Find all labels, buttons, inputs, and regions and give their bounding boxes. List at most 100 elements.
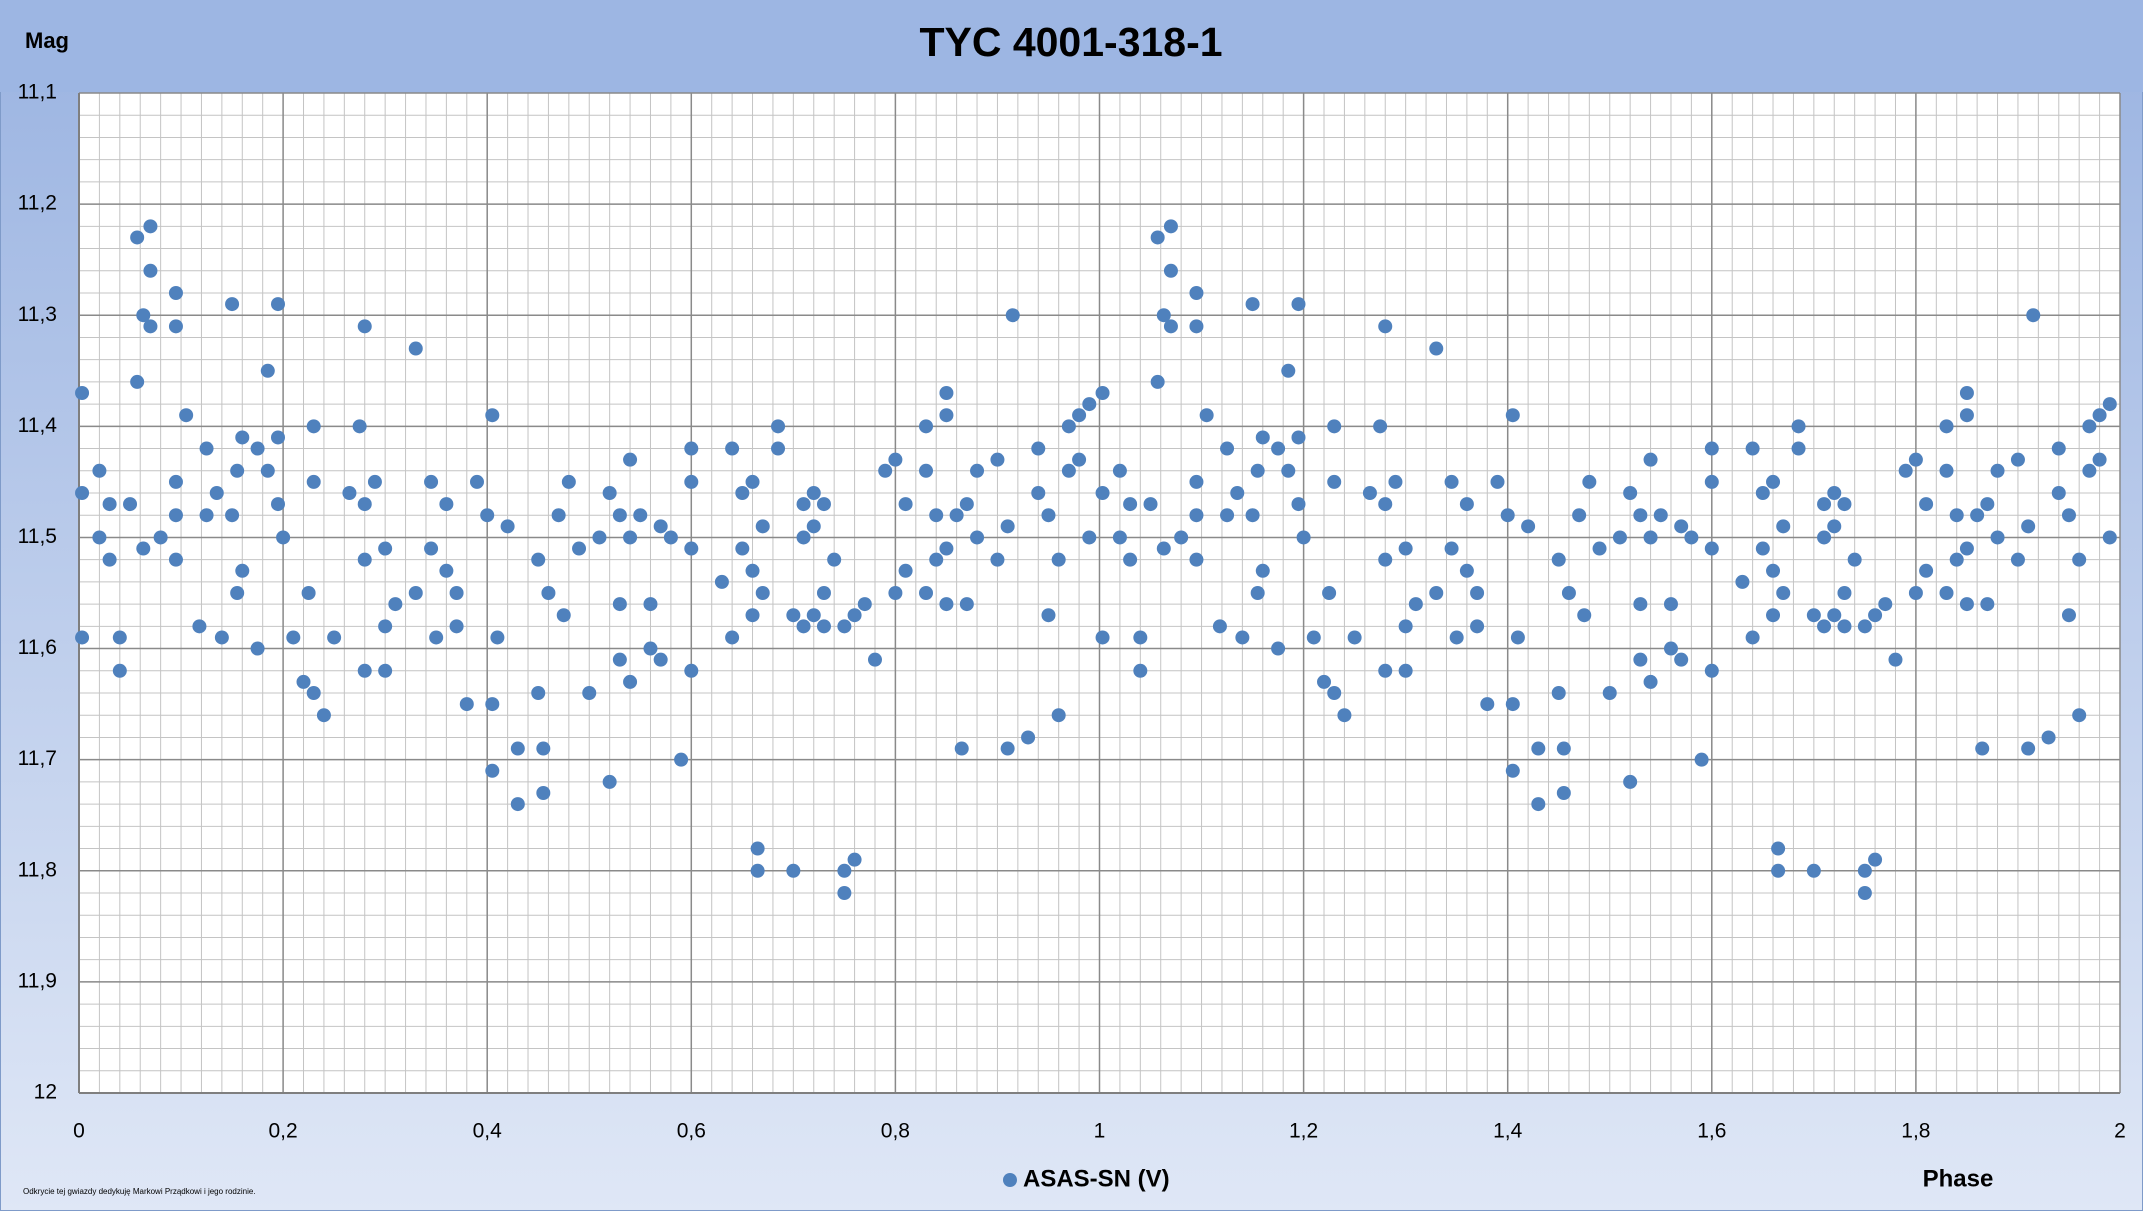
data-point xyxy=(342,486,357,500)
data-point xyxy=(1082,397,1097,412)
data-point xyxy=(1505,408,1520,423)
data-point xyxy=(837,619,852,634)
data-point xyxy=(1271,441,1286,456)
data-point xyxy=(2061,608,2076,623)
data-point xyxy=(1041,508,1056,523)
data-point xyxy=(1398,663,1413,678)
data-point xyxy=(1005,308,1020,323)
data-point xyxy=(806,486,821,500)
data-point xyxy=(1531,797,1546,812)
data-point xyxy=(1959,597,1974,612)
data-point xyxy=(179,408,194,423)
data-point xyxy=(796,497,811,512)
data-point xyxy=(663,530,678,545)
data-point xyxy=(1378,497,1393,512)
data-point xyxy=(469,474,484,489)
data-point xyxy=(2021,519,2036,534)
data-point xyxy=(1602,686,1617,700)
data-point xyxy=(1643,674,1658,689)
data-point xyxy=(209,486,224,500)
x-tick-label: 1 xyxy=(1094,1120,1106,1143)
data-point xyxy=(1322,586,1337,600)
data-point xyxy=(1255,563,1270,578)
data-point xyxy=(1220,508,1235,523)
data-point xyxy=(92,530,107,545)
data-point xyxy=(1429,341,1444,356)
data-point xyxy=(1082,530,1097,545)
data-point xyxy=(1878,597,1893,612)
data-point xyxy=(1939,586,1954,600)
data-point xyxy=(1817,530,1832,545)
data-point xyxy=(954,741,969,756)
x-tick-label: 0,2 xyxy=(268,1120,297,1143)
data-point xyxy=(1051,552,1066,567)
data-point xyxy=(2072,708,2087,723)
footnote: Odkrycie tej gwiazdy dedykuję Markowi Pr… xyxy=(23,1187,256,1196)
data-point xyxy=(1095,630,1110,645)
data-point xyxy=(541,586,556,600)
data-point xyxy=(1235,630,1250,645)
data-point xyxy=(102,497,117,512)
data-point xyxy=(959,497,974,512)
data-point xyxy=(1827,608,1842,623)
data-point xyxy=(1704,663,1719,678)
data-point xyxy=(1000,741,1015,756)
data-point xyxy=(1776,519,1791,534)
data-point xyxy=(1663,641,1678,656)
data-point xyxy=(1051,708,1066,723)
data-point xyxy=(1378,663,1393,678)
data-point xyxy=(500,519,515,534)
data-point xyxy=(1633,508,1648,523)
data-point xyxy=(439,563,454,578)
data-point xyxy=(1556,786,1571,800)
data-point xyxy=(1281,463,1296,478)
data-point xyxy=(1189,508,1204,523)
data-point xyxy=(1766,563,1781,578)
data-point xyxy=(1189,319,1204,334)
data-point xyxy=(1939,419,1954,434)
data-point xyxy=(1189,552,1204,567)
data-point xyxy=(1470,619,1485,634)
data-point xyxy=(1674,652,1689,667)
data-point xyxy=(1837,586,1852,600)
data-point xyxy=(745,563,760,578)
data-point xyxy=(1061,419,1076,434)
data-point xyxy=(990,552,1005,567)
data-point xyxy=(827,552,842,567)
data-point xyxy=(449,619,464,634)
data-point xyxy=(1112,463,1127,478)
data-point xyxy=(1327,474,1342,489)
data-point xyxy=(1072,452,1087,467)
y-tick-label: 11,6 xyxy=(18,636,57,659)
data-point xyxy=(1189,474,1204,489)
data-point xyxy=(1806,863,1821,878)
data-point xyxy=(306,686,321,700)
data-point xyxy=(745,474,760,489)
data-point xyxy=(260,463,275,478)
data-point xyxy=(1939,463,1954,478)
data-point xyxy=(1653,508,1668,523)
data-point xyxy=(1898,463,1913,478)
data-point xyxy=(1745,441,1760,456)
data-point xyxy=(1791,419,1806,434)
data-point xyxy=(1817,619,1832,634)
data-point xyxy=(1959,541,1974,556)
data-point xyxy=(1633,652,1648,667)
data-point xyxy=(1592,541,1607,556)
data-point xyxy=(643,597,658,612)
x-tick-label: 0,6 xyxy=(677,1120,706,1143)
data-point xyxy=(1704,441,1719,456)
data-point xyxy=(75,386,90,400)
data-point xyxy=(1643,530,1658,545)
x-tick-label: 0 xyxy=(73,1120,85,1143)
data-point xyxy=(898,563,913,578)
data-point xyxy=(1220,441,1235,456)
data-point xyxy=(1444,541,1459,556)
data-point xyxy=(837,863,852,878)
data-point xyxy=(1633,597,1648,612)
data-point xyxy=(2102,397,2117,412)
data-point xyxy=(357,663,372,678)
data-point xyxy=(2010,552,2025,567)
